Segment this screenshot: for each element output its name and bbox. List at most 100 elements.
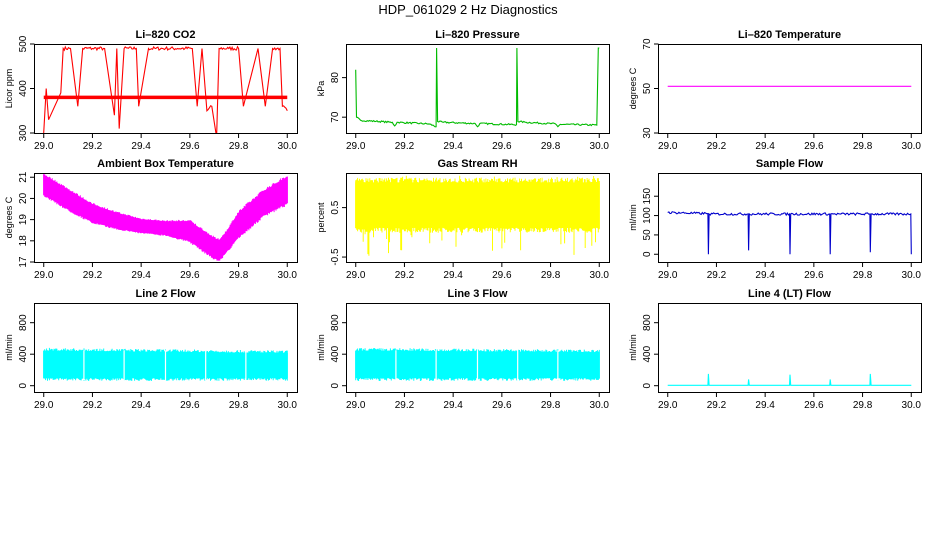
plot-frame [346,303,610,393]
panel-title: Gas Stream RH [437,158,517,170]
x-tick-label: 30.0 [278,270,298,281]
y-tick-label: 800 [18,314,29,331]
x-tick-label: 29.8 [541,141,561,152]
y-tick-label: 50 [642,83,653,95]
y-tick-label: 800 [330,314,341,331]
plot-frame [34,303,298,393]
plot-area [355,348,600,381]
figure-title: HDP_061029 2 Hz Diagnostics [378,2,558,17]
x-tick-label: 29.6 [492,270,512,281]
y-tick-label: 19 [18,214,29,226]
x-tick-label: 29.6 [180,270,200,281]
x-tick-label: 29.0 [34,141,54,152]
plot-area [355,47,600,128]
y-tick-label: 18 [18,235,29,247]
x-tick-label: 29.2 [707,270,727,281]
panel-title: Sample Flow [756,158,824,170]
x-tick-label: 29.2 [395,270,415,281]
series-line [355,47,600,128]
panel-title: Li–820 Pressure [435,29,519,41]
plot-area [667,211,912,255]
y-axis-label: percent [316,202,326,233]
x-tick-label: 30.0 [590,400,610,411]
panel-title: Ambient Box Temperature [97,158,234,170]
x-tick-label: 29.6 [804,141,824,152]
plot-frame [346,44,610,134]
y-tick-label: 17 [18,256,29,268]
panel-rh: Gas Stream RH percent 29.0 29.2 29.4 29.6 29.8… [316,158,610,281]
x-tick-label: 29.8 [541,400,561,411]
plot-frame [658,173,922,263]
y-tick-label: 400 [18,345,29,362]
x-tick-label: 30.0 [278,400,298,411]
y-tick-label: 0 [330,382,341,388]
x-tick-label: 29.4 [131,270,151,281]
y-tick-label: 400 [330,345,341,362]
y-axis-label: degrees C [4,196,14,238]
x-tick-label: 29.8 [229,400,249,411]
y-tick-label: 21 [18,171,29,183]
series-line [43,45,288,133]
y-axis-label: ml/min [4,334,14,361]
y-tick-label: 30 [642,127,653,139]
y-axis-label: ml/min [316,334,326,361]
x-tick-label: 29.2 [83,270,103,281]
x-tick-label: 29.4 [443,270,463,281]
panel-pressure: Li–820 Pressure kPa 29.0 29.2 29.4 29.6 29.8 30… [316,29,610,152]
plot-area [355,175,600,256]
x-tick-label: 29.6 [180,400,200,411]
plot-frame [346,173,610,263]
panel-title: Line 2 Flow [136,288,196,300]
x-tick-label: 30.0 [902,141,922,152]
y-tick-label: 400 [18,80,29,97]
plot-frame [658,44,922,134]
panel-temperature: Li–820 Temperature degrees C 29.0 29.2 29.4 2… [628,29,922,152]
y-tick-label: 20 [18,192,29,204]
x-tick-label: 29.0 [658,270,678,281]
x-tick-label: 29.4 [755,141,775,152]
plot-area [43,45,288,133]
y-tick-label: 500 [18,35,29,52]
panel-title: Li–820 Temperature [738,29,841,41]
x-tick-label: 29.2 [83,400,103,411]
panel-line2: Line 2 Flow ml/min 29.0 29.2 29.4 29.6 29.8 30.… [4,288,298,411]
panel-line4: Line 4 (LT) Flow ml/min 29.0 29.2 29.4 29.6 29… [628,288,922,411]
x-tick-label: 29.0 [34,270,54,281]
x-tick-label: 29.4 [443,141,463,152]
y-axis-label: kPa [316,81,326,97]
x-tick-label: 29.8 [853,400,873,411]
plot-area [667,373,912,386]
x-tick-label: 29.2 [395,400,415,411]
x-tick-label: 29.6 [180,141,200,152]
plot-frame [34,173,298,263]
y-tick-label: 70 [330,111,341,123]
x-tick-label: 29.8 [853,270,873,281]
x-tick-label: 29.2 [707,400,727,411]
x-tick-label: 29.8 [853,141,873,152]
y-tick-label: 0 [18,382,29,388]
y-tick-label: 400 [642,345,653,362]
x-tick-label: 29.4 [131,400,151,411]
x-tick-label: 29.6 [492,400,512,411]
y-tick-label: 70 [642,38,653,50]
x-tick-label: 29.6 [492,141,512,152]
x-tick-label: 29.6 [804,270,824,281]
x-tick-label: 29.0 [346,270,366,281]
y-tick-label: 150 [642,187,653,204]
x-tick-label: 29.2 [707,141,727,152]
x-tick-label: 30.0 [590,141,610,152]
series-line [667,211,912,255]
x-tick-label: 29.8 [229,141,249,152]
y-tick-label: 800 [642,314,653,331]
x-tick-label: 29.0 [346,141,366,152]
y-tick-label: 0 [642,382,653,388]
y-axis-label: ml/min [628,334,638,361]
panel-title: Line 4 (LT) Flow [748,288,831,300]
series-jitter [43,347,288,381]
x-tick-label: 29.4 [443,400,463,411]
y-tick-label: 50 [642,229,653,241]
panel-sample_flow: Sample Flow ml/min 29.0 29.2 29.4 29.6 29.8 30.… [628,158,922,281]
series-jitter [43,174,288,261]
x-tick-label: 29.4 [755,400,775,411]
x-tick-label: 29.4 [755,270,775,281]
